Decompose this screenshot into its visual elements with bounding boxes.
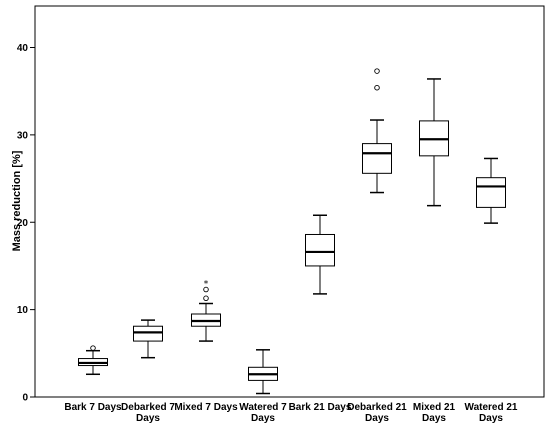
x-tick-label: Days xyxy=(136,413,160,424)
iqr-box xyxy=(305,233,335,267)
iqr-box xyxy=(362,143,392,174)
y-tick-label: 20 xyxy=(17,218,29,229)
x-tick-label: Watered 7 xyxy=(239,402,287,413)
x-tick-label: Bark 21 Days xyxy=(289,402,352,413)
outlier-circle xyxy=(374,84,380,91)
y-axis-label: Mass reduction [%] xyxy=(11,150,23,251)
x-tick-label: Days xyxy=(365,413,389,424)
box-group-6 xyxy=(362,68,392,194)
box-group-2 xyxy=(133,319,163,359)
x-tick-label: Days xyxy=(422,413,446,424)
x-tick-label: Bark 7 Days xyxy=(64,402,122,413)
iqr-box xyxy=(476,177,506,208)
x-tick-label: Days xyxy=(479,413,503,424)
x-tick-label: Days xyxy=(251,413,275,424)
box-group-8 xyxy=(476,157,506,224)
box-group-4 xyxy=(248,349,278,395)
x-tick-label: Mixed 7 Days xyxy=(174,402,238,413)
y-axis: 0 10 20 30 40 xyxy=(17,43,35,404)
x-tick-label: Mixed 21 xyxy=(413,402,456,413)
y-tick-label: 30 xyxy=(17,130,29,141)
box-group-5 xyxy=(305,214,335,295)
box-group-1 xyxy=(78,345,108,376)
y-tick-label: 40 xyxy=(17,43,29,54)
outlier-circle xyxy=(203,295,209,302)
x-tick-label: Debarked 7 xyxy=(121,402,175,413)
iqr-box xyxy=(133,325,163,342)
y-tick-label: 0 xyxy=(22,393,28,404)
box-group-7 xyxy=(419,78,449,207)
outlier-circle xyxy=(203,286,209,293)
x-tick-label: Debarked 21 xyxy=(347,402,407,413)
outlier-circle xyxy=(374,68,380,74)
y-tick-label: 10 xyxy=(17,305,29,316)
x-tick-label: Watered 21 xyxy=(465,402,518,413)
outlier-star: * xyxy=(204,280,209,290)
outlier-circle xyxy=(90,345,96,351)
plot-frame xyxy=(34,5,545,398)
boxes-layer: * xyxy=(78,68,506,395)
box-group-3: * xyxy=(191,280,221,342)
